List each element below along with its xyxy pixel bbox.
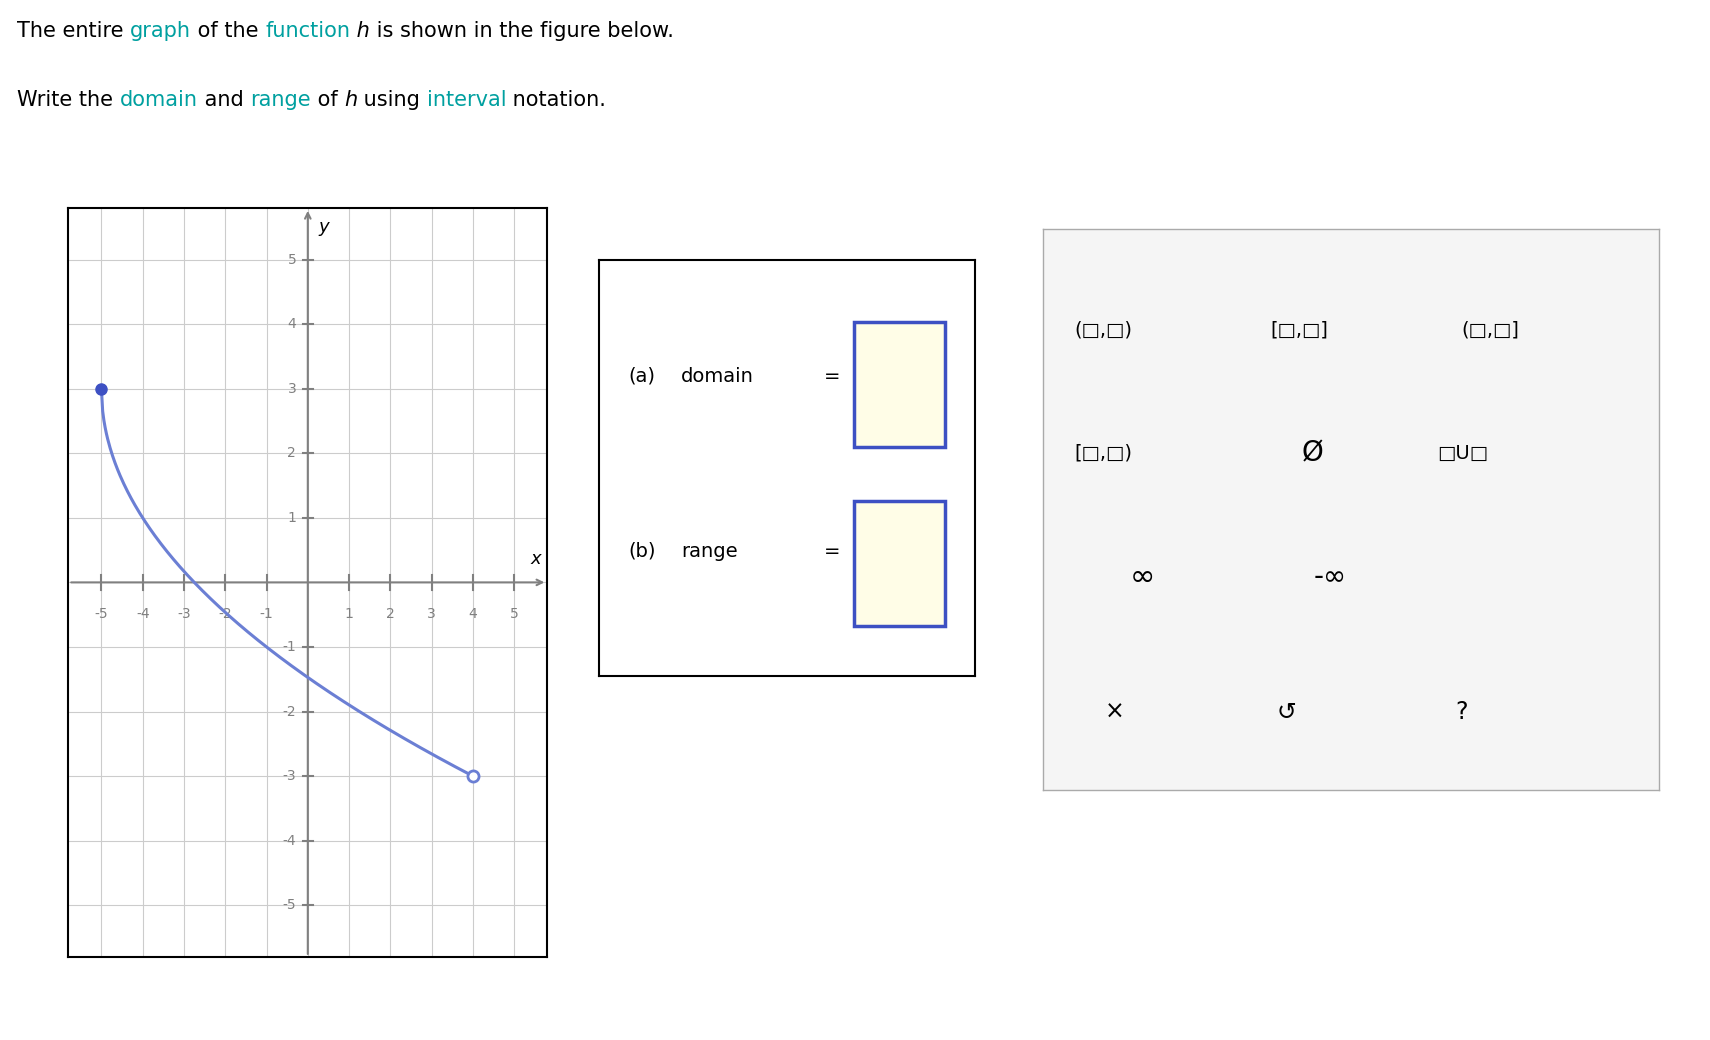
Text: function: function [265,21,351,42]
Text: (□,□]: (□,□] [1462,320,1520,339]
Text: =: = [824,542,841,561]
Text: -4: -4 [282,834,296,848]
Text: ∞: ∞ [1129,563,1154,592]
FancyBboxPatch shape [855,322,944,447]
Text: -1: -1 [282,640,296,654]
Text: range: range [681,542,739,561]
Text: of the: of the [192,21,265,42]
Text: -4: -4 [135,607,149,621]
Text: of: of [311,89,344,110]
Text: graph: graph [130,21,192,42]
Text: -5: -5 [94,607,108,621]
Text: 2: 2 [386,607,395,621]
Text: -3: -3 [178,607,192,621]
Text: [□,□]: [□,□] [1271,320,1329,339]
Text: 3: 3 [428,607,436,621]
Text: h: h [344,89,357,110]
Text: using: using [357,89,428,110]
Text: 2: 2 [287,446,296,461]
Text: -1: -1 [260,607,274,621]
Text: Ø: Ø [1301,440,1324,467]
Text: 4: 4 [287,317,296,331]
Text: 1: 1 [287,511,296,525]
Text: (□,□): (□,□) [1074,320,1132,339]
Text: (a): (a) [629,367,655,386]
Text: -3: -3 [282,769,296,783]
Text: The entire: The entire [17,21,130,42]
Text: notation.: notation. [506,89,607,110]
Text: 4: 4 [469,607,477,621]
Text: x: x [530,550,540,568]
Text: interval: interval [428,89,506,110]
Text: □U□: □U□ [1436,444,1488,463]
Text: -∞: -∞ [1313,563,1347,591]
Text: 3: 3 [287,382,296,396]
Text: range: range [250,89,311,110]
FancyBboxPatch shape [855,501,944,626]
Text: domain: domain [681,367,754,386]
Text: y: y [318,217,328,236]
Text: (b): (b) [629,542,657,561]
Text: and: and [198,89,250,110]
Text: -2: -2 [282,704,296,719]
Text: -5: -5 [282,899,296,912]
Text: is shown in the figure below.: is shown in the figure below. [371,21,674,42]
Text: =: = [824,367,841,386]
Text: 1: 1 [345,607,354,621]
Text: h: h [351,21,371,42]
Text: ↺: ↺ [1277,700,1296,724]
Text: domain: domain [120,89,198,110]
Text: ×: × [1105,700,1125,724]
Text: Write the: Write the [17,89,120,110]
Text: -2: -2 [219,607,233,621]
Text: [□,□): [□,□) [1074,444,1132,463]
Text: 5: 5 [510,607,518,621]
Text: 5: 5 [287,253,296,266]
Text: ?: ? [1455,700,1469,724]
